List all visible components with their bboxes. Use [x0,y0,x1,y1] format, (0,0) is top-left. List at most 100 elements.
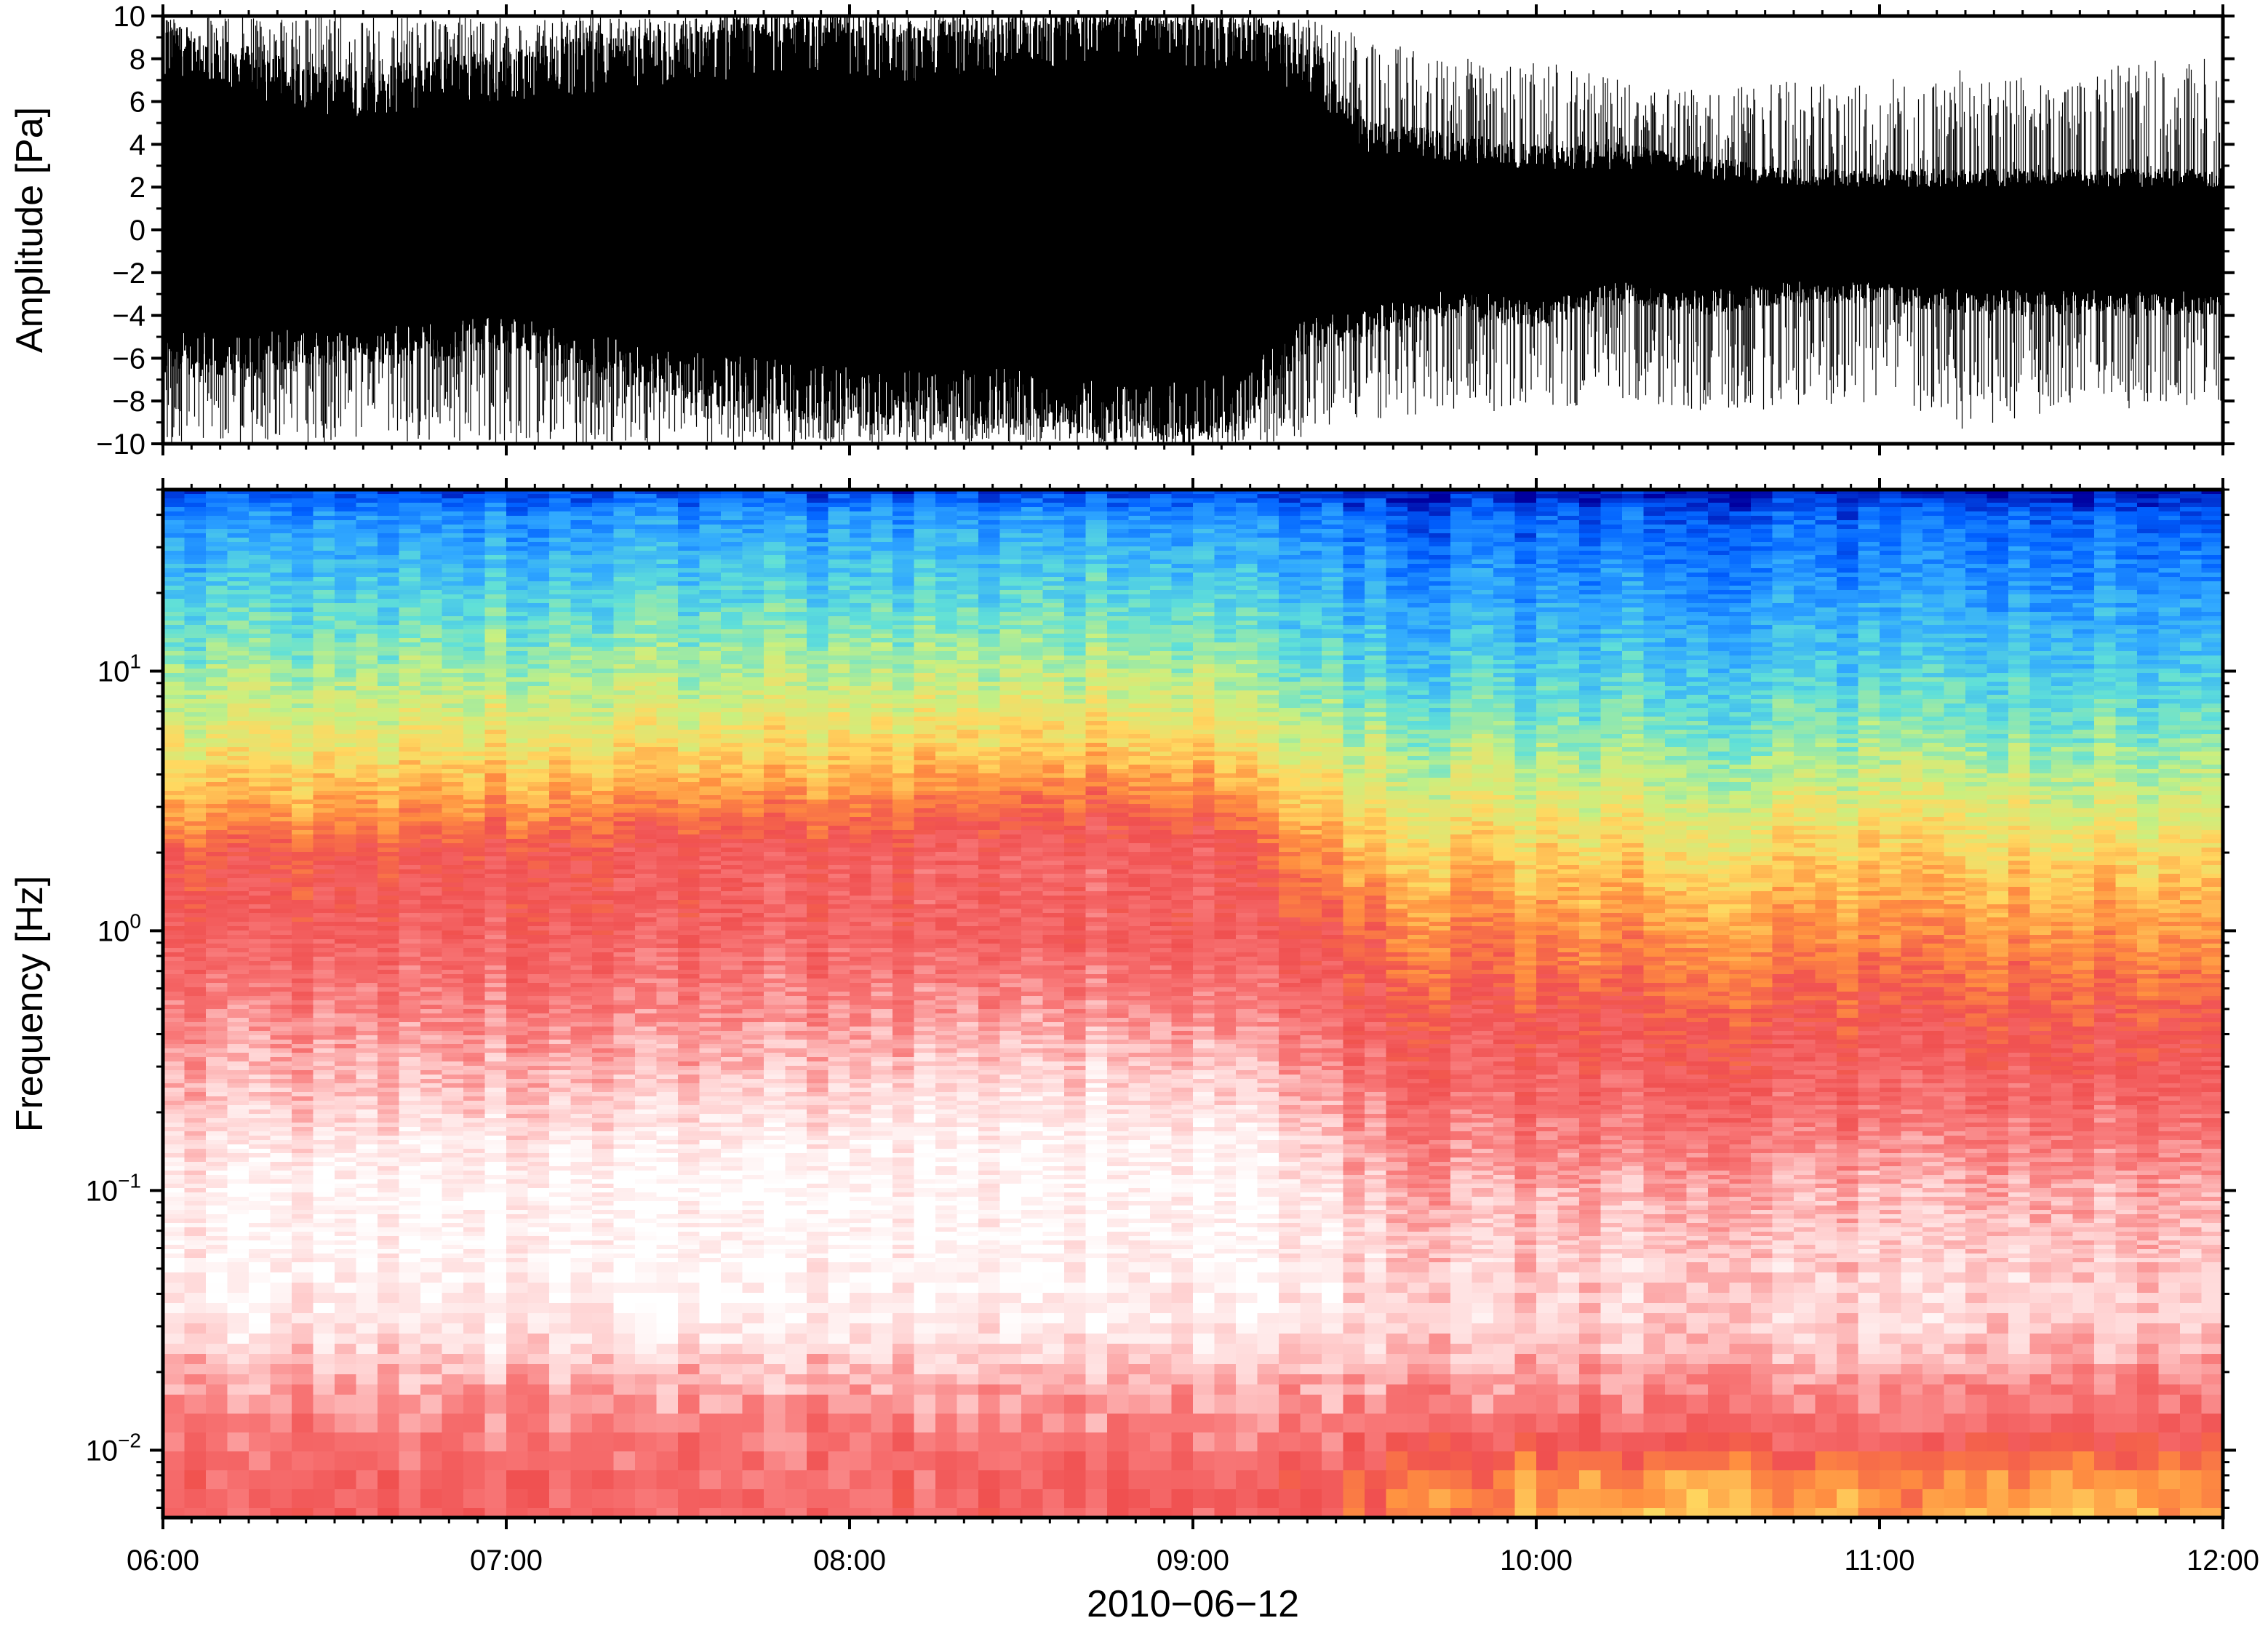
spectrogram-cell [271,1153,292,1158]
spectrogram-cell [292,948,314,953]
spectrogram-cell [657,957,679,962]
spectrogram-cell [635,1153,657,1158]
spectrogram-cell [249,948,271,953]
spectrogram-cell [335,996,356,1001]
spectrogram-cell [506,1283,528,1294]
spectrogram-cell [657,1205,679,1211]
spectrogram-cell [378,612,399,617]
spectrogram-cell [485,1313,507,1324]
spectrogram-cell [592,795,614,800]
spectrogram-cell [485,546,507,551]
spectrogram-cell [163,616,185,621]
spectrogram-cell [399,507,421,512]
spectrogram-cell [571,1136,593,1141]
spectrogram-cell [442,1254,464,1259]
spectrogram-cell [571,542,593,547]
spectrogram-cell [185,1283,207,1294]
spectrogram-cell [442,664,464,669]
spectrogram-cell [635,839,657,844]
spectrogram-cell [571,869,593,874]
spectrogram-cell [571,952,593,957]
spectrogram-cell [399,939,421,944]
spectrogram-cell [335,586,356,591]
spectrogram-cell [657,830,679,835]
spectrogram-cell [571,1040,593,1045]
spectrogram-cell [378,904,399,909]
spectrogram-cell [206,599,228,604]
spectrogram-cell [592,607,614,613]
spectrogram-cell [614,559,636,565]
spectrogram-cell [185,896,207,901]
spectrogram-cell [571,874,593,879]
spectrogram-cell [463,992,485,997]
spectrogram-cell [571,1044,593,1049]
spectrogram-cell [356,738,378,744]
spectrogram-cell [678,581,700,586]
spectrogram-cell [399,817,421,822]
spectrogram-cell [292,839,314,844]
spectrogram-cell [335,747,356,752]
spectrogram-cell [356,926,378,931]
spectrogram-cell [549,909,571,914]
spectrogram-cell [271,673,292,678]
spectrogram-cell [571,704,593,709]
spectrogram-cell [378,1188,399,1193]
spectrogram-cell [528,1219,550,1224]
spectrogram-cell [228,1451,249,1471]
spectrogram-cell [592,511,614,517]
spectrogram-cell [549,965,571,971]
spectrogram-cell [271,1166,292,1171]
spectrogram-cell [549,695,571,700]
spectrogram-cell [420,1184,442,1189]
spectrogram-cell [442,830,464,835]
spectrogram-cell [228,529,249,534]
spectrogram-cell [292,1489,314,1509]
spectrogram-cell [614,603,636,608]
spectrogram-cell [528,1258,550,1263]
spectrogram-cell [506,1040,528,1045]
spectrogram-cell [657,642,679,647]
spectrogram-cell [399,717,421,722]
spectrogram-cell [185,1354,207,1365]
spectrogram-cell [506,1451,528,1471]
spectrogram-cell [571,1144,593,1149]
spectrogram-cell [657,1101,679,1106]
spectrogram-cell [420,1179,442,1184]
spectrogram-cell [420,603,442,608]
spectrogram-cell [271,778,292,783]
spectrogram-cell [378,887,399,892]
spectrogram-cell [571,791,593,796]
spectrogram-cell [592,1127,614,1132]
spectrogram-cell [271,1048,292,1053]
spectrogram-cell [249,957,271,962]
spectrogram-cell [528,1283,550,1294]
spectrogram-cell [571,1188,593,1193]
spectrogram-cell [378,1205,399,1211]
spectrogram-cell [271,734,292,739]
spectrogram-cell [163,1432,185,1452]
spectrogram-cell [185,1075,207,1080]
spectrogram-cell [378,760,399,765]
spectrogram-cell [228,769,249,774]
spectrogram-cell [463,769,485,774]
spectrogram-cell [506,638,528,643]
spectrogram-cell [592,603,614,608]
waveform-panel: −10−8−6−4−20246810 Amplitude [Pa] [9,0,2235,461]
spectrogram-cell [506,791,528,796]
spectrogram-cell [271,1000,292,1005]
spectrogram-cell [614,935,636,940]
spectrogram-cell [614,965,636,971]
spectrogram-cell [528,1313,550,1324]
spectrogram-cell [442,1175,464,1180]
spectrogram-cell [163,647,185,652]
spectrogram-cell [657,1236,679,1241]
spectrogram-cell [206,1219,228,1224]
spectrogram-cell [592,516,614,521]
spectrogram-cell [292,1254,314,1259]
spectrogram-cell [614,511,636,517]
spectrogram-cell [314,1171,335,1176]
spectrogram-cell [249,913,271,918]
spectrogram-cell [657,1313,679,1324]
spectrogram-cell [614,669,636,674]
spectrogram-cell [335,708,356,713]
